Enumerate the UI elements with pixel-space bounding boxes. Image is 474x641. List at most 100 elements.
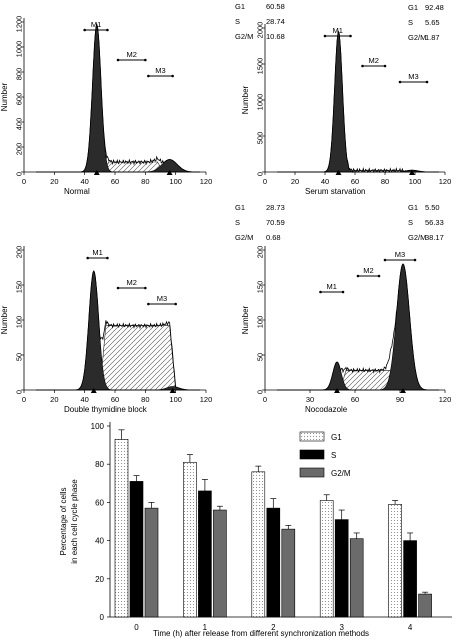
region-marker-end <box>413 258 417 262</box>
phase-percentage: 5.50 <box>425 203 440 212</box>
region-marker-end <box>171 74 174 78</box>
x-tick-label: 60 <box>111 177 119 186</box>
peak-marker-triangle <box>169 388 176 393</box>
x-tick-label: 0 <box>263 177 267 186</box>
y-tick-label: 200 <box>256 246 265 259</box>
y-tick-label: 1500 <box>256 58 265 75</box>
phase-name: G1 <box>408 203 418 212</box>
region-marker-end <box>377 274 381 278</box>
x-axis-label: Time (h) after release from different sy… <box>153 629 369 638</box>
peak-marker-triangle <box>409 170 415 175</box>
bar-g1 <box>183 461 197 618</box>
x-tick-label: 0 <box>22 395 26 404</box>
region-marker-end <box>83 28 86 32</box>
y-tick-label: 0 <box>256 390 265 394</box>
x-tick-label: 60 <box>351 177 359 186</box>
region-marker-end <box>86 256 89 260</box>
bar-g2m <box>281 528 296 618</box>
x-tick-label: 80 <box>141 177 149 186</box>
x-tick-label: 60 <box>351 395 359 404</box>
peak-marker-triangle <box>334 388 340 393</box>
x-tick-label: 4 <box>408 623 413 632</box>
region-marker-end <box>361 64 364 68</box>
region-marker-label: M1 <box>333 26 343 35</box>
x-tick-label: 100 <box>169 177 182 186</box>
x-axis-label: Normal <box>64 187 90 196</box>
x-tick-label: 100 <box>169 395 182 404</box>
bar-g1 <box>388 504 402 618</box>
legend-swatch <box>299 467 325 478</box>
phase-percentage: 0.68 <box>266 233 281 242</box>
phase-percentage: 92.48 <box>425 3 444 12</box>
x-axis-label: Nocodazole <box>305 405 348 414</box>
region-marker-label: M2 <box>369 56 379 65</box>
region-marker-end <box>147 302 150 306</box>
peak-marker-triangle <box>90 388 97 393</box>
region-marker-end <box>319 290 322 294</box>
y-axis-label: Number <box>241 85 250 114</box>
y-tick-label: 150 <box>15 281 24 294</box>
x-axis-label: Double thymidine block <box>64 405 148 414</box>
region-marker-end <box>323 34 327 38</box>
region-marker-end <box>116 286 120 290</box>
y-tick-label: 200 <box>15 143 24 156</box>
legend-swatch <box>299 431 325 442</box>
histogram-panel-3: 0 20 40 60 80 100 120 0 50 100 150 200 Number Double … <box>0 203 285 414</box>
phase-name: G1 <box>408 3 418 12</box>
region-marker-end <box>356 274 360 278</box>
region-marker-end <box>174 302 177 306</box>
phase-name: G2/M <box>235 233 253 242</box>
x-tick-label: 120 <box>439 177 452 186</box>
region-marker-label: M1 <box>92 248 102 257</box>
region-marker-end <box>106 28 109 32</box>
region-marker-end <box>116 58 120 62</box>
region-marker-label: M3 <box>157 294 167 303</box>
histogram-outline <box>277 30 439 174</box>
x-tick-label: 0 <box>22 177 26 186</box>
region-marker-label: M1 <box>327 282 337 291</box>
y-axis-label: in each cell cycle phase <box>70 479 79 564</box>
y-tick-label: 1000 <box>256 94 265 111</box>
x-tick-label: 20 <box>50 177 58 186</box>
x-tick-label: 120 <box>200 177 213 186</box>
phase-percentage: 1.87 <box>425 33 440 42</box>
bar-g2m <box>418 593 432 618</box>
region-marker-end <box>425 80 429 84</box>
y-tick-label: 150 <box>256 281 265 294</box>
y-tick-label: 600 <box>15 93 24 106</box>
bar-g2m <box>349 538 364 618</box>
bar-g1 <box>319 500 334 618</box>
region-marker-label: M3 <box>408 72 418 81</box>
y-tick-label: 1000 <box>15 41 24 58</box>
y-tick-label: 80 <box>95 460 104 469</box>
phase-percentage: 28.73 <box>266 203 285 212</box>
region-marker-label: M2 <box>126 278 136 287</box>
y-tick-label: 0 <box>15 172 24 176</box>
y-tick-label: 60 <box>95 498 104 507</box>
y-axis-label: Percentage of cells <box>59 487 68 555</box>
bar-g1 <box>251 471 266 618</box>
g1-peak <box>36 23 200 173</box>
x-tick-label: 40 <box>80 177 88 186</box>
y-axis-label: Number <box>0 82 9 111</box>
y-tick-label: 40 <box>95 537 104 546</box>
y-tick-label: 100 <box>256 316 265 329</box>
region-marker-end <box>144 286 147 290</box>
histogram-outline <box>36 23 200 173</box>
region-marker-end <box>341 290 345 294</box>
region-marker-end <box>383 64 387 68</box>
peak-marker-triangle <box>93 170 100 175</box>
x-tick-label: 0 <box>263 395 267 404</box>
peak-marker-triangle <box>166 170 173 175</box>
bar-s <box>334 519 349 618</box>
phase-name: G1 <box>235 2 245 11</box>
x-tick-label: 0 <box>134 623 139 632</box>
bar-g2m <box>144 507 159 618</box>
g1-peak <box>277 30 439 173</box>
bar-s <box>198 490 212 618</box>
phase-name: G2/M <box>408 33 426 42</box>
region-marker-end <box>144 58 147 62</box>
region-marker-label: M3 <box>155 66 165 75</box>
bar-s <box>129 481 144 618</box>
